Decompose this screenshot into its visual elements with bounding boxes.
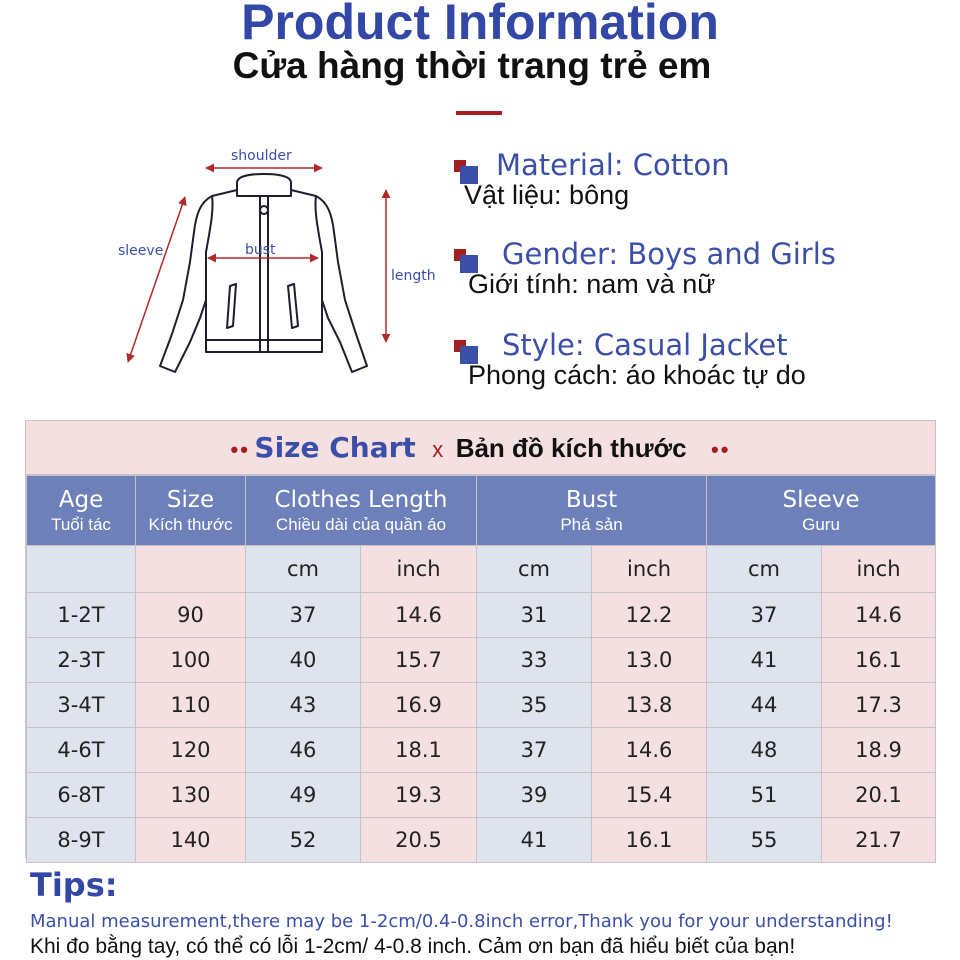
spec-material-en: Material: Cotton: [496, 148, 730, 182]
table-cell: 43: [245, 682, 361, 728]
table-cell: 90: [135, 592, 246, 638]
length-label: length: [391, 268, 436, 284]
table-cell: 37: [476, 727, 592, 773]
unit-cell: [26, 545, 136, 593]
table-cell: 3-4T: [26, 682, 136, 728]
unit-row: cm inch cm inch cm inch: [26, 545, 937, 593]
size-chart-header: •• Size Chart x Bản đồ kích thước ••: [26, 421, 935, 475]
table-cell: 15.7: [360, 637, 477, 683]
table-cell: 16.1: [590, 817, 708, 863]
table-cell: 48: [706, 727, 823, 773]
table-cell: 130: [135, 772, 246, 818]
table-row: 8-9T 140 52 20.5 41 16.1 55 21.7: [26, 817, 937, 863]
table-cell: 20.5: [360, 817, 477, 863]
tips-text-vi: Khi đo bằng tay, có thể có lỗi 1-2cm/ 4-…: [30, 935, 796, 958]
table-cell: 2-3T: [26, 637, 136, 683]
table-cell: 14.6: [821, 592, 937, 638]
spec-gender-vi: Giới tính: nam và nữ: [468, 269, 716, 299]
tips-title: Tips:: [30, 866, 118, 904]
table-row: 1-2T 90 37 14.6 31 12.2 37 14.6: [26, 592, 937, 638]
table-cell: 15.4: [590, 772, 708, 818]
table-cell: 52: [245, 817, 361, 863]
table-cell: 20.1: [821, 772, 937, 818]
table-cell: 33: [476, 637, 592, 683]
unit-cell: cm: [245, 545, 361, 593]
table-cell: 18.1: [360, 727, 477, 773]
table-cell: 14.6: [360, 592, 477, 638]
size-chart: •• Size Chart x Bản đồ kích thước •• Age…: [25, 420, 937, 863]
table-cell: 39: [476, 772, 592, 818]
col-sleeve-header: Sleeve Guru: [706, 475, 937, 546]
size-chart-title-vi: Bản đồ kích thước: [455, 433, 687, 463]
table-cell: 100: [135, 637, 246, 683]
bullet-square-icon: [454, 160, 482, 186]
table-cell: 14.6: [590, 727, 708, 773]
table-header-row: Age Tuổi tác Size Kích thước Clothes Lengt…: [26, 475, 937, 546]
jacket-measurement-diagram: shoulder bust sleeve length: [118, 148, 436, 373]
unit-cell: inch: [360, 545, 477, 593]
table-row: 4-6T 120 46 18.1 37 14.6 48 18.9: [26, 727, 937, 773]
table-cell: 13.8: [590, 682, 708, 728]
spec-style-vi: Phong cách: áo khoác tự do: [468, 360, 806, 390]
spec-gender-en: Gender: Boys and Girls: [502, 237, 836, 271]
table-row: 2-3T 100 40 15.7 33 13.0 41 16.1: [26, 637, 937, 683]
tips-text-en: Manual measurement,there may be 1-2cm/0.…: [30, 911, 893, 932]
sleeve-label: sleeve: [118, 243, 163, 259]
bust-label: bust: [245, 242, 276, 258]
table-cell: 31: [476, 592, 592, 638]
table-cell: 19.3: [360, 772, 477, 818]
unit-cell: inch: [590, 545, 708, 593]
col-size-header: Size Kích thước: [135, 475, 246, 546]
table-cell: 41: [706, 637, 823, 683]
table-row: 3-4T 110 43 16.9 35 13.8 44 17.3: [26, 682, 937, 728]
table-cell: 46: [245, 727, 361, 773]
decor-dots-left: ••: [230, 437, 250, 462]
bullet-square-icon: [454, 340, 482, 366]
col-bust-header: Bust Phá sản: [475, 475, 708, 546]
table-cell: 41: [476, 817, 592, 863]
size-table: Age Tuổi tác Size Kích thước Clothes Lengt…: [26, 475, 937, 863]
title-divider: [456, 111, 502, 115]
decor-dots-right: ••: [711, 437, 731, 462]
unit-cell: inch: [821, 545, 937, 593]
bullet-square-icon: [454, 249, 482, 275]
table-cell: 1-2T: [26, 592, 136, 638]
table-cell: 8-9T: [26, 817, 136, 863]
unit-cell: cm: [476, 545, 592, 593]
table-cell: 13.0: [590, 637, 708, 683]
table-cell: 12.2: [590, 592, 708, 638]
table-cell: 37: [245, 592, 361, 638]
table-cell: 16.9: [360, 682, 477, 728]
spec-style-en: Style: Casual Jacket: [502, 328, 788, 362]
table-cell: 120: [135, 727, 246, 773]
table-cell: 21.7: [821, 817, 937, 863]
page-subtitle: Cửa hàng thời trang trẻ em: [232, 45, 712, 86]
table-cell: 18.9: [821, 727, 937, 773]
spec-material-vi: Vật liệu: bông: [464, 180, 630, 210]
table-cell: 110: [135, 682, 246, 728]
title-separator: x: [432, 437, 444, 462]
table-cell: 17.3: [821, 682, 937, 728]
table-row: 6-8T 130 49 19.3 39 15.4 51 20.1: [26, 772, 937, 818]
table-cell: 37: [706, 592, 823, 638]
table-cell: 4-6T: [26, 727, 136, 773]
table-cell: 35: [476, 682, 592, 728]
table-cell: 44: [706, 682, 823, 728]
table-cell: 40: [245, 637, 361, 683]
table-cell: 55: [706, 817, 823, 863]
table-cell: 16.1: [821, 637, 937, 683]
table-cell: 49: [245, 772, 361, 818]
col-age-header: Age Tuổi tác: [26, 475, 136, 546]
unit-cell: [135, 545, 246, 593]
table-cell: 6-8T: [26, 772, 136, 818]
size-chart-title-en: Size Chart: [254, 431, 416, 464]
page-title: Product Information: [241, 0, 719, 50]
table-cell: 140: [135, 817, 246, 863]
unit-cell: cm: [706, 545, 823, 593]
table-cell: 51: [706, 772, 823, 818]
shoulder-label: shoulder: [231, 148, 292, 164]
col-length-header: Clothes Length Chiều dài của quần áo: [245, 475, 477, 546]
